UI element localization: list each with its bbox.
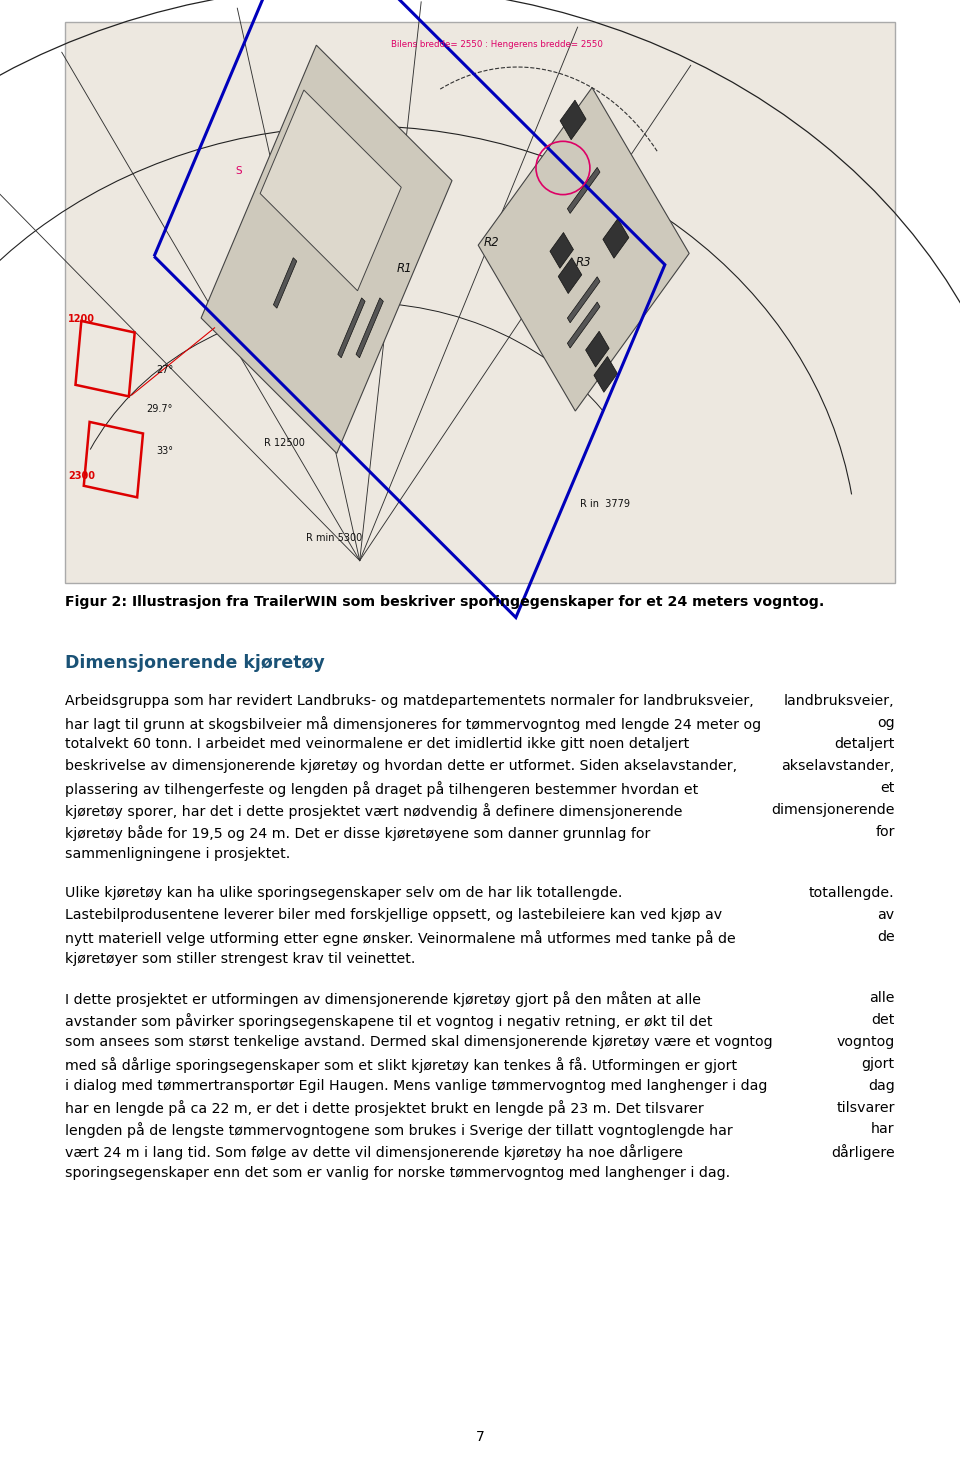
Text: tilsvarer: tilsvarer bbox=[836, 1101, 895, 1114]
Text: 29.7°: 29.7° bbox=[147, 404, 173, 413]
Text: R min 5300: R min 5300 bbox=[306, 533, 362, 543]
Text: gjort: gjort bbox=[861, 1057, 895, 1070]
Text: 33°: 33° bbox=[156, 446, 174, 456]
Text: i dialog med tømmertransportør Egil Haugen. Mens vanlige tømmervogntog med langh: i dialog med tømmertransportør Egil Haug… bbox=[65, 1079, 768, 1092]
Text: av: av bbox=[877, 908, 895, 922]
Text: med så dårlige sporingsegenskaper som et slikt kjøretøy kan tenkes å få. Utformi: med så dårlige sporingsegenskaper som et… bbox=[65, 1057, 737, 1073]
Polygon shape bbox=[567, 303, 600, 348]
Text: 27°: 27° bbox=[156, 365, 174, 375]
Text: og: og bbox=[877, 716, 895, 729]
Text: detaljert: detaljert bbox=[834, 738, 895, 751]
Text: de: de bbox=[877, 930, 895, 943]
Text: har: har bbox=[871, 1122, 895, 1137]
Text: Lastebilprodusentene leverer biler med forskjellige oppsett, og lastebileiere ka: Lastebilprodusentene leverer biler med f… bbox=[65, 908, 723, 922]
Text: avstander som påvirker sporingsegenskapene til et vogntog i negativ retning, er : avstander som påvirker sporingsegenskape… bbox=[65, 1013, 712, 1029]
Text: for: for bbox=[876, 825, 895, 838]
Polygon shape bbox=[594, 357, 617, 393]
Text: R 12500: R 12500 bbox=[264, 437, 305, 447]
Text: det: det bbox=[872, 1013, 895, 1027]
Polygon shape bbox=[558, 258, 582, 294]
Text: akselavstander,: akselavstander, bbox=[781, 759, 895, 773]
Polygon shape bbox=[274, 258, 297, 308]
Text: Dimensjonerende kjøretøy: Dimensjonerende kjøretøy bbox=[65, 654, 325, 672]
Text: 2300: 2300 bbox=[68, 471, 95, 481]
Text: vært 24 m i lang tid. Som følge av dette vil dimensjonerende kjøretøy ha noe dår: vært 24 m i lang tid. Som følge av dette… bbox=[65, 1144, 684, 1160]
Text: totallengde.: totallengde. bbox=[809, 886, 895, 900]
Polygon shape bbox=[338, 298, 365, 357]
Text: nytt materiell velge utforming etter egne ønsker. Veinormalene må utformes med t: nytt materiell velge utforming etter egn… bbox=[65, 930, 736, 946]
Text: 1200: 1200 bbox=[68, 314, 95, 325]
Text: alle: alle bbox=[869, 992, 895, 1005]
Text: Figur 2: Illustrasjon fra TrailerWIN som beskriver sporingegenskaper for et 24 m: Figur 2: Illustrasjon fra TrailerWIN som… bbox=[65, 595, 825, 608]
Text: landbruksveier,: landbruksveier, bbox=[784, 694, 895, 707]
Text: lengden på de lengste tømmervogntogene som brukes i Sverige der tillatt vogntogl: lengden på de lengste tømmervogntogene s… bbox=[65, 1122, 733, 1138]
Text: sporingsegenskaper enn det som er vanlig for norske tømmervogntog med langhenger: sporingsegenskaper enn det som er vanlig… bbox=[65, 1166, 731, 1179]
Polygon shape bbox=[603, 218, 629, 258]
Text: dag: dag bbox=[868, 1079, 895, 1092]
Polygon shape bbox=[201, 46, 452, 453]
Text: beskrivelse av dimensjonerende kjøretøy og hvordan dette er utformet. Siden akse: beskrivelse av dimensjonerende kjøretøy … bbox=[65, 759, 737, 773]
Text: 7: 7 bbox=[475, 1430, 485, 1444]
Text: R3: R3 bbox=[575, 257, 591, 269]
Text: som ansees som størst tenkelige avstand. Dermed skal dimensjonerende kjøretøy væ: som ansees som størst tenkelige avstand.… bbox=[65, 1035, 773, 1049]
Text: R1: R1 bbox=[397, 261, 413, 275]
Text: vogntog: vogntog bbox=[836, 1035, 895, 1049]
Text: har en lengde på ca 22 m, er det i dette prosjektet brukt en lengde på 23 m. Det: har en lengde på ca 22 m, er det i dette… bbox=[65, 1101, 704, 1116]
Polygon shape bbox=[567, 167, 600, 214]
Text: plassering av tilhengerfeste og lengden på draget på tilhengeren bestemmer hvord: plassering av tilhengerfeste og lengden … bbox=[65, 781, 699, 797]
Polygon shape bbox=[260, 90, 401, 291]
Text: totalvekt 60 tonn. I arbeidet med veinormalene er det imidlertid ikke gitt noen : totalvekt 60 tonn. I arbeidet med veinor… bbox=[65, 738, 689, 751]
Polygon shape bbox=[550, 233, 573, 269]
Text: Arbeidsgruppa som har revidert Landbruks- og matdepartementets normaler for land: Arbeidsgruppa som har revidert Landbruks… bbox=[65, 694, 754, 707]
Text: R2: R2 bbox=[484, 236, 500, 249]
Polygon shape bbox=[567, 277, 600, 323]
Text: S: S bbox=[235, 165, 242, 176]
Text: Ulike kjøretøy kan ha ulike sporingsegenskaper selv om de har lik totallengde.: Ulike kjøretøy kan ha ulike sporingsegen… bbox=[65, 886, 623, 900]
Polygon shape bbox=[478, 87, 689, 410]
Text: dårligere: dårligere bbox=[831, 1144, 895, 1160]
Text: I dette prosjektet er utformingen av dimensjonerende kjøretøy gjort på den måten: I dette prosjektet er utformingen av dim… bbox=[65, 992, 701, 1007]
Text: kjøretøy sporer, har det i dette prosjektet vært nødvendig å definere dimensjone: kjøretøy sporer, har det i dette prosjek… bbox=[65, 803, 683, 819]
Text: R in  3779: R in 3779 bbox=[580, 499, 630, 509]
Text: har lagt til grunn at skogsbilveier må dimensjoneres for tømmervogntog med lengd: har lagt til grunn at skogsbilveier må d… bbox=[65, 716, 761, 732]
Text: Bilens bredde= 2550 : Hengerens bredde= 2550: Bilens bredde= 2550 : Hengerens bredde= … bbox=[391, 40, 603, 49]
Text: et: et bbox=[880, 781, 895, 796]
Polygon shape bbox=[560, 100, 586, 140]
Text: kjøretøy både for 19,5 og 24 m. Det er disse kjøretøyene som danner grunnlag for: kjøretøy både for 19,5 og 24 m. Det er d… bbox=[65, 825, 651, 841]
Text: dimensjonerende: dimensjonerende bbox=[771, 803, 895, 816]
Polygon shape bbox=[586, 331, 610, 368]
Bar bbox=[65, 22, 895, 583]
Text: kjøretøyer som stiller strengest krav til veinettet.: kjøretøyer som stiller strengest krav ti… bbox=[65, 952, 416, 965]
Text: sammenligningene i prosjektet.: sammenligningene i prosjektet. bbox=[65, 847, 291, 861]
Polygon shape bbox=[356, 298, 383, 357]
